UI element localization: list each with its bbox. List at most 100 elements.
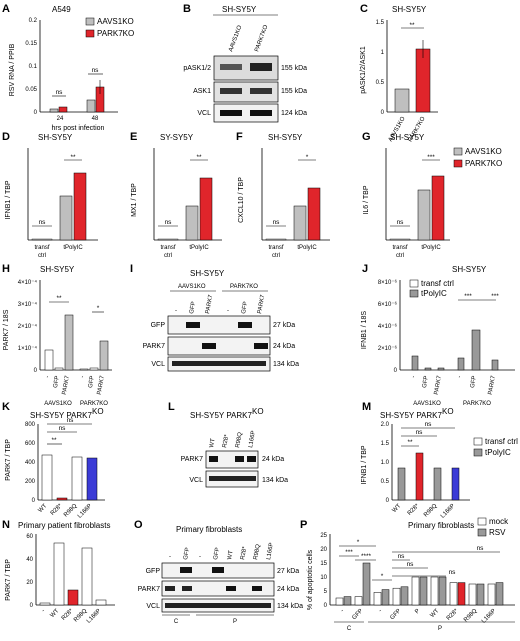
bar-p-7-0 xyxy=(468,583,477,606)
xtick-e-tpolyic: tPolyIC xyxy=(189,245,209,251)
panel-f-title: SH-SY5Y xyxy=(268,133,303,142)
panel-b-title: SH-SY5Y xyxy=(222,5,257,14)
bar-p-6-1 xyxy=(457,582,466,606)
panel-label-l: L xyxy=(168,401,175,413)
panel-k-title: SH-SY5Y PARK7 xyxy=(30,411,93,420)
bar-f-poly-park7 xyxy=(307,187,321,241)
xtick-d-ctrl: ctrl xyxy=(38,253,46,259)
bar-k-r28 xyxy=(56,497,68,501)
tick-m-0: 0 xyxy=(386,498,390,504)
sig-h-1: ** xyxy=(56,295,62,302)
panel-j-title: SH-SY5Y xyxy=(452,265,487,274)
blot-l-park7-label: PARK7 xyxy=(181,456,204,463)
panel-g-ylabel: IL6 / TBP xyxy=(363,185,370,214)
sig-a-24: ns xyxy=(56,89,64,96)
xtick-k-r28: R28* xyxy=(50,503,64,517)
bar-d-poly-park7 xyxy=(73,172,87,241)
lane-i-5: GFP xyxy=(241,301,249,314)
xtick-j-6: PARK7 xyxy=(488,375,497,396)
bar-n-wt xyxy=(53,542,65,606)
bar-p-5-1 xyxy=(438,576,447,606)
group-p-p: P xyxy=(438,626,442,632)
blot-i-vcl-label: VCL xyxy=(151,361,165,368)
group-o-p: P xyxy=(233,619,237,625)
kda-i-park7: 24 kDa xyxy=(273,343,295,350)
group-j-park7: PARK7KO xyxy=(463,401,491,407)
tick-j-0: 0 xyxy=(394,368,398,374)
xtick-e-ctrl: ctrl xyxy=(164,253,172,259)
tick-k-0: 0 xyxy=(32,498,36,504)
bar-e-ctrl xyxy=(157,238,179,241)
bar-n-l166 xyxy=(95,599,107,606)
panel-g-title: SH-SY5Y xyxy=(390,133,425,142)
xtick-h-1: - xyxy=(45,375,51,378)
tick-k-2: 400 xyxy=(25,460,36,466)
panel-h-title: SH-SY5Y xyxy=(40,265,75,274)
xtick-g-tpolyic: tPolyIC xyxy=(421,245,441,251)
panel-i-title: SH-SY5Y xyxy=(190,269,225,278)
xtick-j-4: - xyxy=(457,375,463,378)
sig-d-ctrl: ns xyxy=(39,219,47,226)
panel-o-title: Primary fibroblasts xyxy=(176,525,242,534)
bar-a-24-aavs1 xyxy=(49,108,59,113)
bar-a-24-park7 xyxy=(58,106,68,113)
panel-k-ylabel: PARK7 / TBP xyxy=(5,439,12,481)
xtick-f-ctrl: ctrl xyxy=(272,253,280,259)
legend-m-transf: transf ctrl xyxy=(485,437,518,446)
sig-f-poly: * xyxy=(306,154,309,161)
kda-b-ask: 155 kDa xyxy=(281,88,307,95)
xtick-p-7: R98Q xyxy=(463,608,479,624)
group-o-c: C xyxy=(174,619,179,625)
tick-j-3: 6×10⁻⁶ xyxy=(378,301,398,308)
bar-m-r28 xyxy=(415,452,424,501)
sig-j-1: *** xyxy=(464,293,472,300)
sig-m-1: ns xyxy=(425,421,433,428)
tick-h-1: 1×10⁻⁴ xyxy=(18,345,38,352)
blot-b-ask xyxy=(213,81,279,103)
xtick-p-2: - xyxy=(378,608,384,614)
xtick-j-2: GFP xyxy=(422,375,430,388)
panel-c-axes xyxy=(386,20,438,113)
lane-i-2: GFP xyxy=(189,301,197,314)
kda-i-vcl: 134 kDa xyxy=(273,361,299,368)
bar-e-poly-park7 xyxy=(199,177,213,241)
sig-g-poly: *** xyxy=(427,154,435,161)
lane-l-l166: L166P xyxy=(248,430,257,448)
sig-k-3: ** xyxy=(51,437,57,444)
tick-c-1: 0.5 xyxy=(376,80,385,86)
legend-j-transf: transf ctrl xyxy=(421,279,454,288)
panel-label-b: B xyxy=(183,3,191,15)
blot-b-ask-label: ASK1 xyxy=(193,88,211,95)
panel-j-ylabel: IFNB1 / 18S xyxy=(361,311,368,349)
tick-h-2: 2×10⁻⁴ xyxy=(18,323,38,330)
panel-p-title: Primary fibroblasts xyxy=(408,521,474,530)
xtick-j-1: - xyxy=(411,375,417,378)
blot-b-vcl-label: VCL xyxy=(197,110,211,117)
panel-e-title: SY-SY5Y xyxy=(160,133,194,142)
bar-k-wt xyxy=(41,454,53,501)
xtick-g-ctrl: ctrl xyxy=(396,253,404,259)
kda-o-gfp: 27 kDa xyxy=(277,568,299,575)
group-j-aavs1: AAVS1KO xyxy=(413,401,441,407)
sig-e-ctrl: ns xyxy=(165,219,173,226)
lane-i-6: PARK7 xyxy=(257,294,266,315)
bar-m-r98 xyxy=(433,467,442,501)
xtick-h-2: GFP xyxy=(53,375,61,388)
tick-j-4: 8×10⁻⁶ xyxy=(378,279,398,286)
lane-i-3: PARK7 xyxy=(205,294,214,315)
tick-j-1: 2×10⁻⁶ xyxy=(378,345,398,352)
kda-l-park7: 24 kDa xyxy=(262,456,284,463)
xtick-a-48: 48 xyxy=(92,116,99,122)
xtick-f-transf: transf xyxy=(268,245,283,251)
tick-n-2: 40 xyxy=(26,557,33,563)
lane-o-1: - xyxy=(169,554,171,560)
bar-n-r28 xyxy=(67,589,79,606)
tick-n-3: 60 xyxy=(26,534,33,540)
bar-p-2-1 xyxy=(381,589,390,606)
lane-b-park7: PARK7KO xyxy=(254,24,269,53)
tick-n-0: 0 xyxy=(30,603,34,609)
tick-m-4: 2.0 xyxy=(381,422,390,428)
sig-j-2: *** xyxy=(491,293,499,300)
bar-h-2 xyxy=(54,367,64,371)
panel-label-i: I xyxy=(130,263,133,275)
